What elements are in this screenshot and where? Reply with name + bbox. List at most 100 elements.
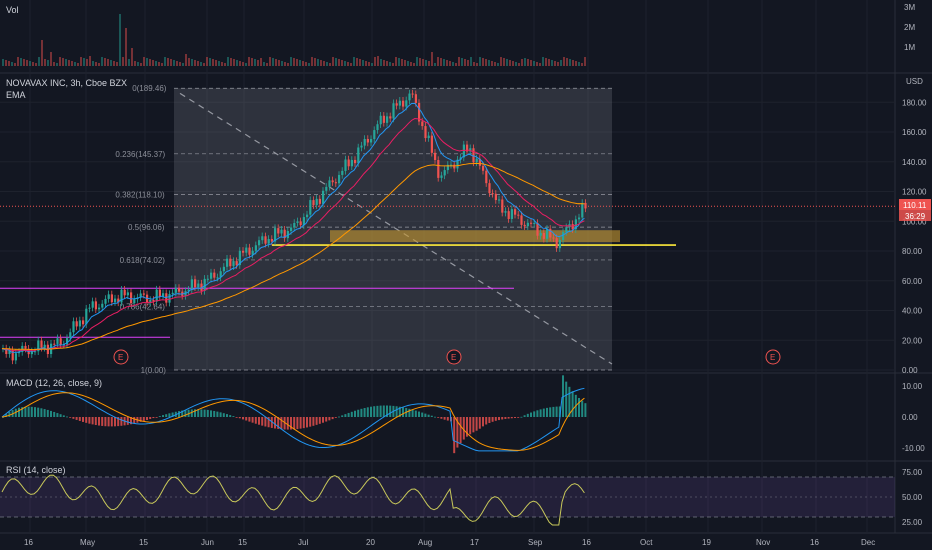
price-scale-label: 20.00	[902, 336, 923, 345]
fibonacci-level-label: 0.786(42.64)	[120, 303, 166, 312]
time-axis-label: Dec	[861, 538, 875, 547]
candle-body	[334, 182, 337, 184]
volume-bar	[179, 62, 181, 66]
volume-bar	[8, 61, 10, 66]
volume-bar	[203, 63, 205, 66]
earnings-marker[interactable]: E	[113, 349, 129, 365]
candle-body	[299, 221, 302, 226]
time-axis-label: May	[80, 538, 95, 547]
volume-bar	[278, 60, 280, 66]
volume-pane	[2, 14, 586, 66]
candle-body	[123, 289, 126, 296]
rsi-pane	[0, 474, 895, 526]
macd-histogram-bar	[133, 417, 136, 424]
time-axis-label: 16	[24, 538, 33, 547]
macd-histogram-bar	[386, 405, 388, 417]
candle-body	[424, 126, 427, 139]
volume-bar	[83, 58, 85, 66]
candle-body	[56, 338, 59, 344]
candle-body	[290, 227, 293, 232]
volume-bar	[173, 60, 175, 66]
candle-body	[312, 200, 315, 206]
volume-bar	[257, 60, 259, 66]
macd-scale[interactable]: 10.00 0.00 -10.00	[902, 382, 925, 453]
volume-bar	[440, 58, 442, 66]
price-scale-label: 0.00	[902, 366, 918, 375]
candle-body	[494, 193, 497, 201]
candle-body	[488, 183, 491, 194]
macd-histogram-bar	[34, 407, 36, 417]
candle-body	[373, 130, 376, 140]
earnings-marker[interactable]: E	[446, 349, 462, 365]
volume-bar	[467, 60, 469, 66]
volume-bar	[314, 58, 316, 66]
volume-bar	[272, 58, 274, 66]
macd-histogram-bar	[168, 413, 171, 417]
earnings-marker-circle	[113, 349, 129, 365]
volume-bar	[287, 63, 289, 66]
price-scale[interactable]: 180.00 160.00 140.00 120.00 100.00 80.00 60.00…	[902, 98, 927, 375]
volume-bar	[137, 62, 139, 66]
candle-body	[510, 209, 513, 219]
macd-histogram-bar	[517, 417, 520, 418]
candle-body	[66, 338, 69, 345]
rsi-scale-label: 25.00	[902, 518, 923, 527]
last-price-value: 110.11	[903, 201, 927, 210]
volume-bar	[575, 61, 577, 66]
volume-bar	[539, 63, 541, 66]
candle-body	[482, 165, 485, 171]
volume-bar	[284, 62, 286, 66]
candle-body	[18, 351, 21, 354]
candle-body	[504, 211, 507, 213]
macd-histogram-bar	[226, 414, 228, 417]
rsi-scale[interactable]: 75.00 50.00 25.00	[902, 468, 923, 527]
macd-histogram-bar	[475, 417, 478, 431]
candle-body	[421, 121, 424, 127]
candle-body	[286, 231, 289, 239]
macd-histogram-bar	[40, 408, 43, 417]
candle-body	[59, 338, 62, 345]
candle-body	[389, 116, 392, 119]
macd-histogram-bar	[104, 417, 107, 427]
candle-body	[213, 272, 216, 278]
volume-bar	[488, 60, 490, 66]
volume-bar	[296, 59, 298, 66]
macd-histogram-bar	[341, 415, 344, 417]
macd-histogram-bar	[376, 405, 379, 417]
volume-bar	[449, 61, 451, 66]
time-axis[interactable]: 16 May 15 Jun 15 Jul 20 Aug 17 Sep 16 Oct 19 Nov 16 Dec	[24, 538, 875, 547]
volume-bar	[500, 57, 502, 66]
volume-bar	[176, 61, 178, 66]
candle-body	[466, 144, 469, 152]
volume-bar	[404, 60, 406, 66]
candle-body	[491, 193, 494, 195]
macd-histogram-bar	[501, 417, 504, 420]
macd-histogram-bar	[126, 417, 129, 425]
candle-body	[379, 115, 382, 125]
macd-histogram-bar	[350, 411, 353, 417]
candle-body	[344, 159, 347, 171]
volume-bar	[218, 61, 220, 66]
volume-bar	[302, 61, 304, 66]
earnings-marker[interactable]: E	[765, 349, 781, 365]
time-axis-label: Oct	[640, 538, 653, 547]
volume-bar	[227, 57, 229, 66]
candle-body	[450, 164, 453, 166]
candle-body	[395, 103, 398, 106]
candle-body	[318, 198, 321, 204]
macd-histogram-bar	[37, 407, 40, 417]
macd-histogram-bar	[434, 416, 436, 418]
candle-body	[354, 159, 357, 164]
volume-bar	[95, 62, 97, 66]
macd-histogram-bar	[558, 406, 561, 417]
volume-bar	[65, 59, 67, 66]
candle-body	[565, 227, 568, 233]
candle-body	[232, 261, 235, 267]
volume-bar	[224, 63, 226, 66]
candle-body	[222, 266, 225, 272]
candle-body	[117, 298, 120, 303]
candle-body	[78, 320, 81, 327]
candle-body	[411, 93, 414, 95]
candle-body	[578, 217, 581, 220]
